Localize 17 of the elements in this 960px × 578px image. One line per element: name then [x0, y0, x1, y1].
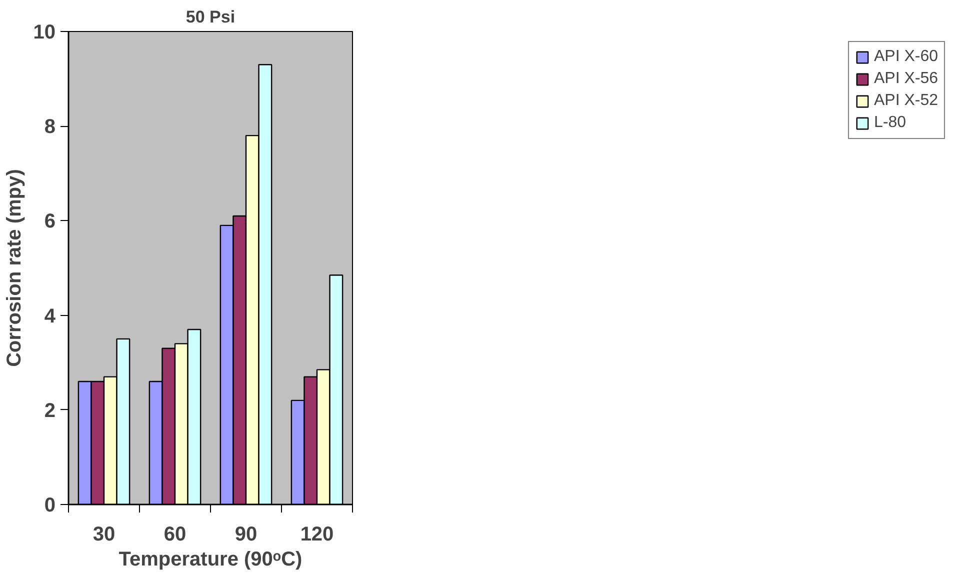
y-tick-label: 2 — [44, 400, 56, 422]
legend-label: API X-52 — [874, 92, 938, 110]
chart-title: 50 Psi — [186, 8, 236, 26]
y-tick-label: 0 — [44, 494, 56, 516]
legend-label: API X-56 — [874, 70, 938, 88]
x-tick-label: 120 — [300, 524, 334, 546]
legend-label: L-80 — [874, 114, 906, 132]
y-tick-label: 6 — [44, 210, 56, 233]
x-tick-label: 90 — [234, 524, 258, 546]
y-tick-label: 8 — [44, 116, 56, 138]
x-tick-label: 30 — [92, 524, 116, 546]
x-axis-title: Temperature (90ᵒC) — [118, 548, 302, 570]
y-tick-label: 4 — [44, 305, 56, 328]
x-tick-label: 60 — [164, 524, 186, 546]
y-axis-title: Corrosion rate (mpy) — [3, 169, 26, 367]
y-tick-label: 10 — [33, 22, 56, 44]
legend-label: API X-60 — [874, 48, 938, 66]
